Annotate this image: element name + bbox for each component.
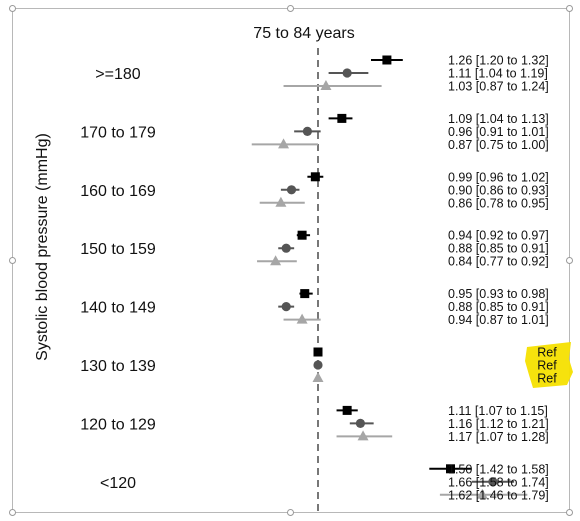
estimate-circle (488, 477, 498, 487)
estimate-circle (302, 126, 312, 136)
estimate-label: 1.62 [1.46 to 1.79] (448, 488, 549, 502)
estimate-label: 0.87 [0.75 to 1.00] (448, 138, 549, 152)
resize-handle-top-right[interactable] (566, 5, 573, 12)
estimate-label: 0.88 [0.85 to 0.91] (448, 242, 549, 256)
estimate-triangle (312, 372, 324, 382)
estimate-label: 1.66 [1.58 to 1.74] (448, 475, 549, 489)
ref-highlight (525, 342, 573, 388)
estimate-triangle (296, 313, 308, 324)
estimate-label: 1.17 [1.07 to 1.28] (448, 430, 549, 444)
estimate-square (382, 55, 392, 65)
resize-handle-bottom-middle[interactable] (287, 509, 294, 516)
estimate-circle (281, 243, 291, 253)
estimate-triangle (278, 138, 290, 149)
estimate-label: 1.16 [1.12 to 1.21] (448, 417, 549, 431)
y-axis-label: Systolic blood pressure (mmHg) (34, 133, 51, 361)
estimate-label: 0.86 [0.78 to 0.95] (448, 196, 549, 210)
group-label: 140 to 149 (80, 300, 156, 317)
estimate-label: 0.88 [0.85 to 0.91] (448, 300, 549, 314)
estimate-triangle (357, 430, 369, 441)
estimate-label: 1.09 [1.04 to 1.13] (448, 112, 549, 126)
estimate-triangle (275, 196, 287, 207)
resize-handle-top-middle[interactable] (287, 5, 294, 12)
estimate-label: 0.99 [0.96 to 1.02] (448, 170, 549, 184)
estimate-label: 0.94 [0.92 to 0.97] (448, 229, 549, 243)
ref-label: Ref (537, 372, 557, 386)
resize-handle-bottom-left[interactable] (9, 509, 16, 516)
estimate-circle (286, 185, 297, 195)
estimate-label: 1.11 [1.04 to 1.19] (448, 67, 548, 81)
estimate-square (446, 464, 455, 474)
group-label: 130 to 139 (80, 358, 156, 375)
estimate-square (337, 113, 347, 123)
estimate-label: 1.11 [1.07 to 1.15] (448, 404, 548, 418)
estimate-label: 1.26 [1.20 to 1.32] (448, 54, 549, 68)
estimate-square (297, 230, 307, 240)
estimate-label: 0.95 [0.93 to 0.98] (448, 287, 549, 301)
estimate-triangle (476, 488, 488, 499)
estimate-label: 1.03 [0.87 to 1.24] (448, 80, 549, 94)
estimate-circle (355, 418, 365, 428)
estimate-triangle (320, 80, 332, 90)
resize-handle-bottom-right[interactable] (566, 509, 573, 516)
estimate-label: 0.96 [0.91 to 1.01] (448, 125, 549, 139)
estimate-square (342, 405, 352, 415)
group-label: 170 to 179 (80, 124, 156, 141)
group-label: 160 to 169 (80, 183, 156, 200)
estimate-circle (342, 68, 352, 78)
chart-title: 75 to 84 years (253, 25, 354, 42)
resize-handle-top-left[interactable] (9, 5, 16, 12)
group-label: 120 to 129 (80, 416, 156, 433)
estimate-label: 0.90 [0.86 to 0.93] (448, 183, 549, 197)
estimate-label: 1.50 [1.42 to 1.58] (448, 462, 549, 476)
resize-handle-middle-right[interactable] (566, 257, 573, 264)
estimate-label: 0.94 [0.87 to 1.01] (448, 313, 549, 327)
ref-label: Ref (537, 359, 557, 373)
estimate-triangle (270, 255, 282, 266)
group-label: 150 to 159 (80, 241, 156, 258)
group-label: <120 (100, 475, 136, 492)
estimate-circle (313, 360, 323, 370)
estimate-circle (281, 302, 291, 312)
estimate-square (310, 172, 320, 182)
estimate-square (313, 347, 323, 357)
resize-handle-middle-left[interactable] (9, 257, 16, 264)
estimate-label: 0.84 [0.77 to 0.92] (448, 255, 549, 269)
group-label: >=180 (95, 66, 140, 83)
estimate-square (300, 289, 310, 299)
ref-label: Ref (537, 346, 557, 360)
